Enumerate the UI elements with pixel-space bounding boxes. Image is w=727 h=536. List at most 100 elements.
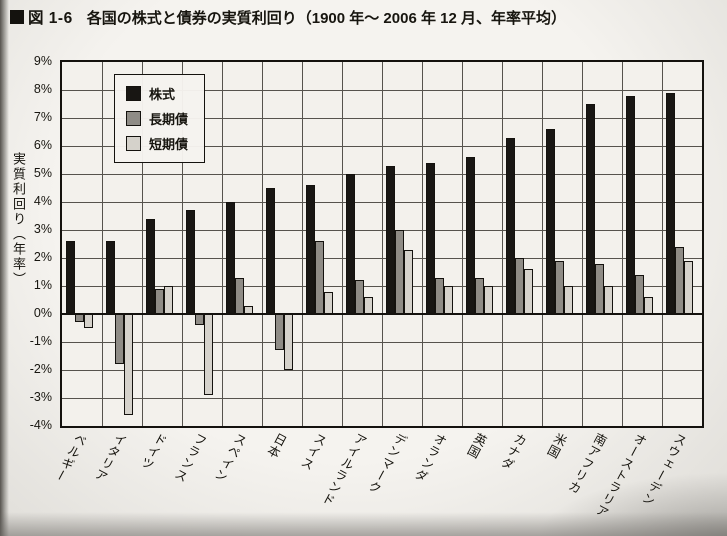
gridline-v xyxy=(382,62,383,426)
gridline-v xyxy=(422,62,423,426)
book-spine-shadow xyxy=(0,0,9,536)
legend-label: 株式 xyxy=(149,87,176,102)
y-tick-label: 8% xyxy=(33,82,52,96)
photo-bottom-shadow xyxy=(0,512,727,536)
x-tick-label: 日本 xyxy=(263,429,289,461)
bar-短期債-英国 xyxy=(484,286,493,314)
bar-短期債-米国 xyxy=(564,286,573,314)
y-axis-title: 実質利回り（年率） xyxy=(11,152,26,287)
bar-短期債-南アフリカ xyxy=(604,286,613,314)
bar-長期債-南アフリカ xyxy=(595,263,604,314)
bar-株式-南アフリカ xyxy=(586,104,595,314)
bar-長期債-イタリア xyxy=(115,314,124,365)
bar-株式-英国 xyxy=(466,157,475,314)
y-tick-label: 0% xyxy=(33,306,52,320)
bar-長期債-スイス xyxy=(315,241,324,314)
gridline-v xyxy=(502,62,503,426)
legend: 株式 長期債 短期債 xyxy=(114,74,206,163)
bar-株式-日本 xyxy=(266,188,275,314)
bar-株式-オーストラリア xyxy=(626,95,635,314)
gridline-v xyxy=(262,62,263,426)
bar-短期債-スウェーデン xyxy=(684,260,693,314)
bar-株式-スペイン xyxy=(226,202,235,314)
bar-長期債-オランダ xyxy=(435,277,444,314)
y-axis-ticks: 9% 8% 7% 6% 5% 4% 3% 2% 1% 0% -1% -2% -3% -4% xyxy=(0,54,58,432)
legend-item: 長期債 xyxy=(126,109,188,128)
gridline-v xyxy=(222,62,223,426)
bar-短期債-アイルランド xyxy=(364,297,373,314)
bar-株式-カナダ xyxy=(506,137,515,314)
bar-短期債-スペイン xyxy=(244,305,253,314)
gridline-v xyxy=(342,62,343,426)
y-tick-label: 9% xyxy=(33,54,52,68)
bar-株式-フランス xyxy=(186,210,195,314)
gridline-v xyxy=(462,62,463,426)
bar-株式-スウェーデン xyxy=(666,92,675,314)
bar-株式-スイス xyxy=(306,185,315,314)
zero-axis-line xyxy=(62,313,702,315)
y-tick-label: -1% xyxy=(29,334,52,348)
bar-短期債-ベルギー xyxy=(84,314,93,328)
gridline-v xyxy=(302,62,303,426)
y-tick-label: 4% xyxy=(33,194,52,208)
bar-短期債-イタリア xyxy=(124,314,133,415)
y-tick-label: -2% xyxy=(29,362,52,376)
figure-heading: 図 1-6 各国の株式と債券の実質利回り（1900 年～ 2006 年 12 月… xyxy=(10,6,721,28)
y-tick-label: 5% xyxy=(33,166,52,180)
bar-長期債-カナダ xyxy=(515,258,524,314)
legend-label: 短期債 xyxy=(149,137,189,152)
bar-短期債-日本 xyxy=(284,314,293,370)
y-tick-label: -4% xyxy=(29,418,52,432)
y-tick-label: 7% xyxy=(33,110,52,124)
bar-長期債-英国 xyxy=(475,277,484,314)
bar-長期債-オーストラリア xyxy=(635,274,644,314)
bar-長期債-デンマーク xyxy=(395,230,404,314)
legend-swatch xyxy=(126,111,141,126)
bar-長期債-日本 xyxy=(275,314,284,351)
bar-株式-オランダ xyxy=(426,162,435,314)
x-tick-label: カナダ xyxy=(497,429,529,473)
legend-item: 株式 xyxy=(126,84,188,103)
bar-長期債-フランス xyxy=(195,314,204,326)
legend-label: 長期債 xyxy=(149,112,189,127)
gridline-v xyxy=(622,62,623,426)
section-marker-icon xyxy=(10,10,24,24)
bar-株式-アイルランド xyxy=(346,174,355,314)
bar-株式-デンマーク xyxy=(386,165,395,314)
y-tick-label: 6% xyxy=(33,138,52,152)
y-tick-label: 1% xyxy=(33,278,52,292)
legend-swatch xyxy=(126,86,141,101)
bar-短期債-カナダ xyxy=(524,269,533,314)
gridline-v xyxy=(662,62,663,426)
plot-area: 株式 長期債 短期債 xyxy=(60,60,704,428)
legend-item: 短期債 xyxy=(126,134,188,153)
bar-長期債-スウェーデン xyxy=(675,246,684,314)
bar-株式-ドイツ xyxy=(146,218,155,314)
bar-短期債-デンマーク xyxy=(404,249,413,314)
figure-number: 図 1-6 xyxy=(28,10,73,27)
y-tick-label: 2% xyxy=(33,250,52,264)
bar-株式-ベルギー xyxy=(66,241,75,314)
bar-短期債-フランス xyxy=(204,314,213,396)
gridline-v xyxy=(582,62,583,426)
bar-長期債-米国 xyxy=(555,260,564,314)
bar-短期債-オランダ xyxy=(444,286,453,314)
bar-長期債-スペイン xyxy=(235,277,244,314)
x-tick-label: オランダ xyxy=(410,429,449,485)
gridline-v xyxy=(102,62,103,426)
gridline-v xyxy=(542,62,543,426)
x-tick-label: スペイン xyxy=(210,429,249,485)
figure-title: 各国の株式と債券の実質利回り（1900 年～ 2006 年 12 月、年率平均） xyxy=(86,9,566,27)
y-tick-label: 3% xyxy=(33,222,52,236)
gridline-v xyxy=(182,62,183,426)
y-tick-label: -3% xyxy=(29,390,52,404)
bar-短期債-スイス xyxy=(324,291,333,314)
bar-長期債-アイルランド xyxy=(355,280,364,314)
x-tick-label: 米国 xyxy=(543,429,569,461)
gridline-v xyxy=(142,62,143,426)
bar-長期債-ドイツ xyxy=(155,288,164,314)
bar-長期債-ベルギー xyxy=(75,314,84,323)
bar-株式-米国 xyxy=(546,129,555,314)
bar-短期債-オーストラリア xyxy=(644,297,653,314)
